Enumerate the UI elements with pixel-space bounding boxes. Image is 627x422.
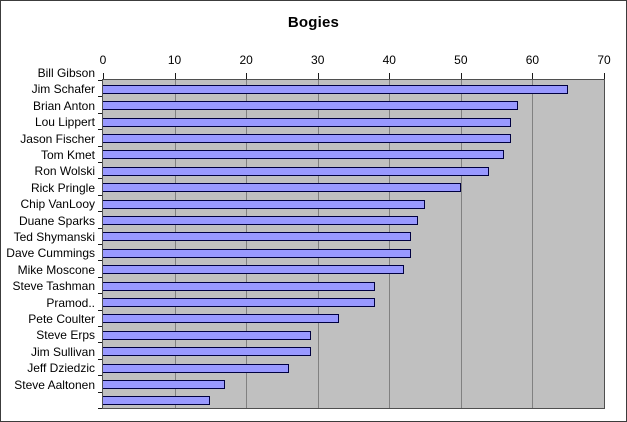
gridline	[460, 80, 462, 408]
category-label: Steve Tashman	[12, 279, 96, 294]
bar-bill-gibson	[103, 84, 569, 94]
y-axis-tick	[98, 342, 102, 344]
y-axis-tick	[98, 178, 102, 180]
x-axis-tick	[460, 73, 462, 79]
bar-pramod	[103, 314, 340, 324]
category-label: Jim Schafer	[31, 82, 95, 97]
bar-jason-fischer	[103, 150, 504, 160]
x-axis-tick-label: 70	[597, 53, 611, 67]
x-axis-tick	[246, 73, 248, 79]
bar-lou-lippert	[103, 133, 511, 143]
bar-steve-erps	[103, 347, 311, 357]
x-axis-tick-label: 10	[167, 53, 182, 67]
category-label: Steve Aaltonen	[14, 377, 95, 392]
bar-chip-vanlooy	[103, 215, 418, 225]
bar-jeff-dziedzic	[103, 379, 225, 389]
y-axis-tick	[98, 244, 102, 245]
y-axis-tick	[98, 358, 102, 360]
y-axis-tick	[98, 375, 102, 377]
category-label: Jason Fischer	[20, 131, 95, 146]
y-axis-tick	[98, 227, 102, 229]
category-label: Mike Moscone	[17, 262, 95, 277]
x-axis-tick	[389, 73, 391, 79]
category-label: Pete Coulter	[28, 312, 95, 326]
y-axis-tick	[98, 145, 102, 147]
bar-dave-cummings	[103, 265, 404, 275]
x-axis-tick	[604, 73, 605, 79]
gridline	[317, 80, 319, 408]
y-axis-tick	[98, 326, 102, 327]
x-axis-tick-label: 50	[454, 53, 468, 67]
category-label: Pramod..	[46, 295, 95, 310]
category-label: Ron Wolski	[34, 164, 95, 179]
y-axis-tick	[98, 162, 102, 163]
y-axis-tick	[98, 276, 102, 278]
category-label: Jeff Dziedzic	[27, 361, 95, 376]
bar-tom-kmet	[103, 166, 490, 176]
category-label: Brian Anton	[32, 98, 95, 113]
bar-jim-sullivan	[103, 363, 290, 373]
bar-ted-shymanski	[103, 248, 411, 258]
y-axis-tick	[98, 112, 102, 114]
gridline	[389, 80, 391, 408]
y-axis-tick	[98, 293, 102, 295]
x-axis-tick-label: 60	[525, 53, 540, 67]
category-label: Tom Kmet	[40, 148, 95, 162]
y-axis-tick	[98, 194, 102, 196]
x-axis-tick	[317, 73, 319, 79]
x-axis-tick	[532, 73, 534, 79]
x-axis-tick	[174, 73, 176, 79]
x-axis-tick-label: 20	[239, 53, 253, 67]
gridline	[246, 80, 248, 408]
category-label: Chip VanLooy	[20, 197, 96, 212]
x-axis-tick	[103, 73, 104, 79]
gridline	[174, 80, 176, 408]
bar-rick-pringle	[103, 199, 426, 209]
bar-jim-schafer	[103, 101, 519, 111]
bar-pete-coulter	[103, 330, 311, 340]
chart-title: Bogies	[287, 14, 340, 31]
bar-duane-sparks	[103, 232, 411, 242]
category-label: Dave Cummings	[6, 246, 95, 261]
x-axis-tick-label: 30	[311, 53, 325, 67]
y-axis-tick	[98, 80, 102, 81]
bar-steve-aaltonen	[103, 396, 211, 406]
category-label: Lou Lippert	[34, 115, 95, 130]
y-axis-tick	[98, 129, 102, 131]
category-label: Duane Sparks	[18, 213, 95, 228]
y-axis-tick	[98, 408, 102, 409]
y-axis-tick	[98, 309, 102, 311]
category-label: Rick Pringle	[30, 180, 95, 195]
bar-ron-wolski	[103, 183, 461, 193]
category-label: Steve Erps	[36, 328, 95, 343]
bar-steve-tashman	[103, 297, 375, 307]
category-label: Ted Shymanski	[13, 230, 95, 244]
y-axis-tick	[98, 96, 102, 98]
x-axis-tick-label: 40	[382, 53, 396, 67]
bar-mike-moscone	[103, 281, 375, 291]
bar-brian-anton	[103, 117, 511, 127]
y-axis-tick	[98, 391, 102, 393]
y-axis-tick	[98, 260, 102, 262]
plot-area	[102, 79, 605, 409]
gridline	[532, 80, 534, 408]
x-axis-tick-label: 0	[99, 53, 107, 67]
category-label: Bill Gibson	[37, 66, 95, 80]
category-label: Jim Sullivan	[30, 344, 95, 359]
y-axis-tick	[98, 211, 102, 213]
